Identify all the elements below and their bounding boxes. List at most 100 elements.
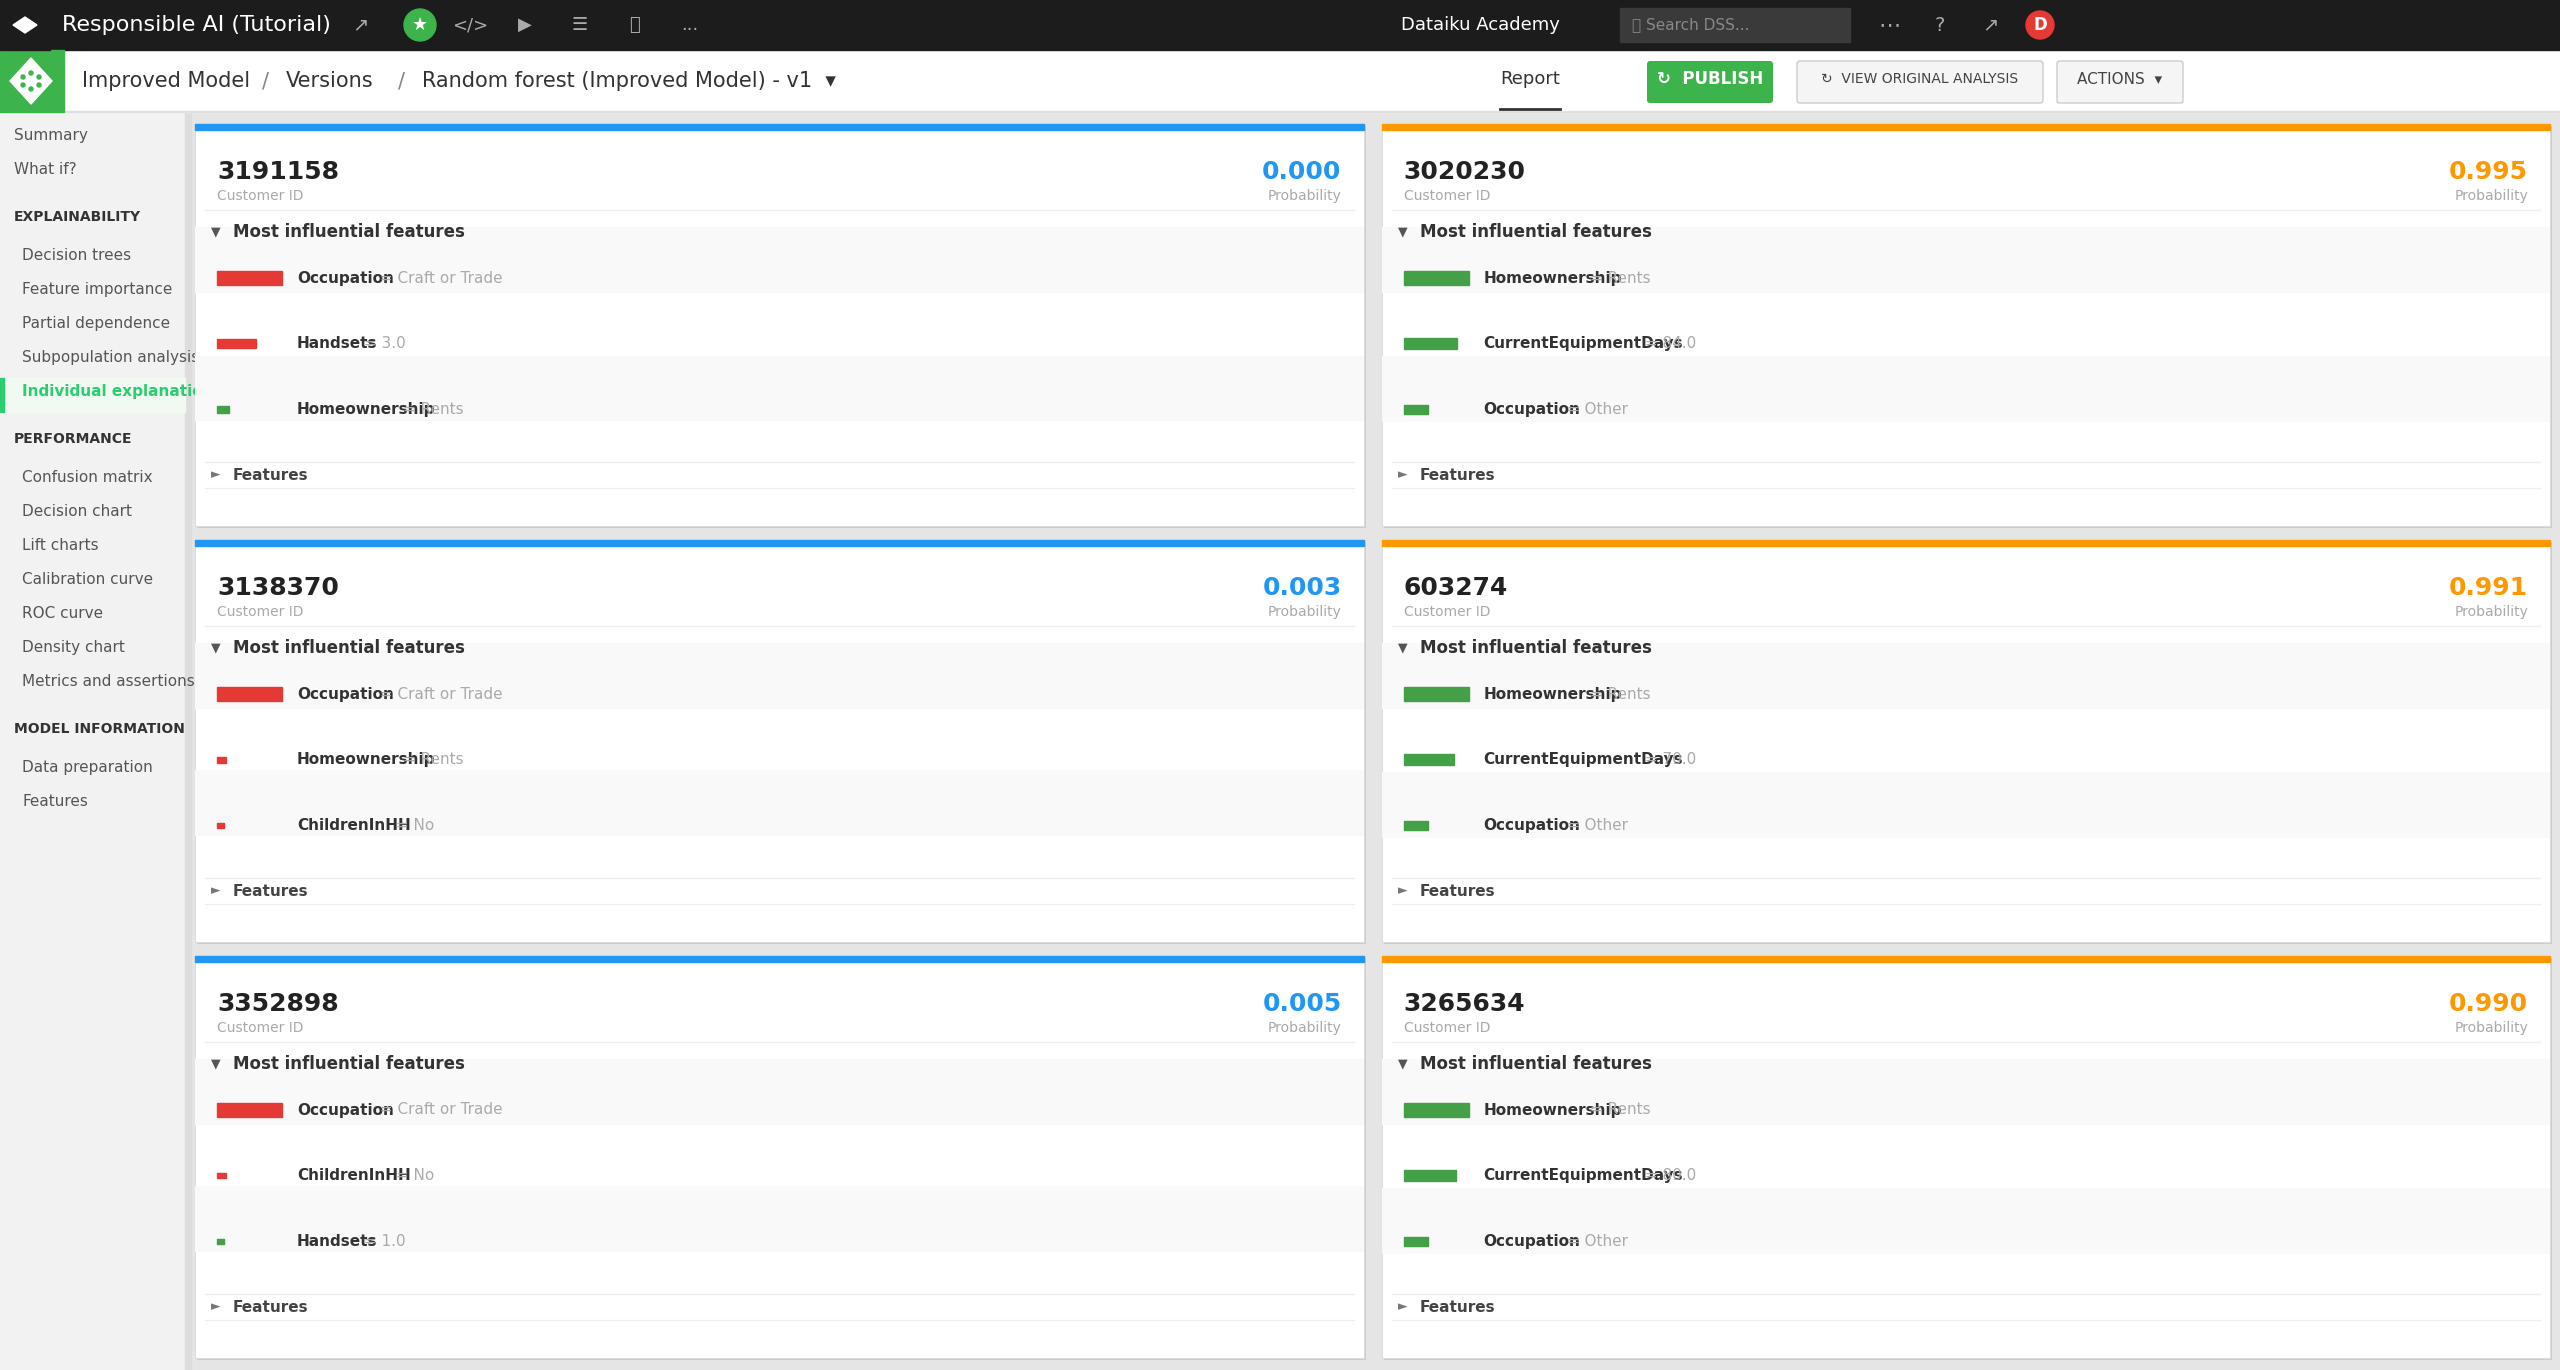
Text: = Rents: = Rents — [1585, 1103, 1651, 1118]
Bar — [1382, 773, 2550, 838]
Text: 0.991: 0.991 — [2450, 575, 2529, 600]
Bar — [0, 378, 184, 412]
Text: Density chart: Density chart — [23, 640, 125, 655]
Text: = Other: = Other — [1562, 818, 1628, 833]
Text: = Craft or Trade: = Craft or Trade — [374, 686, 502, 701]
Bar — [218, 756, 225, 763]
Text: Confusion matrix: Confusion matrix — [23, 470, 154, 485]
Text: Features: Features — [233, 884, 310, 899]
FancyBboxPatch shape — [1646, 62, 1774, 103]
Text: ↗: ↗ — [1981, 15, 1999, 34]
Text: Responsible AI (Tutorial): Responsible AI (Tutorial) — [61, 15, 330, 36]
Text: Homeownership: Homeownership — [1482, 1103, 1623, 1118]
Circle shape — [36, 75, 41, 79]
Text: Occupation: Occupation — [297, 1103, 394, 1118]
Bar — [1403, 1237, 1428, 1245]
Text: Lift charts: Lift charts — [23, 538, 100, 553]
Bar — [1382, 1059, 2550, 1125]
Text: ⋯: ⋯ — [1879, 15, 1902, 36]
Text: Individual explanations: Individual explanations — [23, 384, 223, 399]
Text: PERFORMANCE: PERFORMANCE — [13, 432, 133, 447]
Text: = No: = No — [392, 1169, 433, 1184]
Bar — [0, 0, 51, 49]
FancyBboxPatch shape — [2058, 62, 2184, 103]
Text: Customer ID: Customer ID — [218, 606, 305, 619]
Text: ►: ► — [1398, 469, 1408, 481]
Text: ROC curve: ROC curve — [23, 606, 102, 621]
Bar — [195, 125, 1364, 130]
Bar — [1382, 125, 2550, 526]
Text: ↗: ↗ — [351, 15, 369, 34]
Text: 0.000: 0.000 — [1262, 160, 1341, 184]
Text: Probability: Probability — [1267, 1021, 1341, 1034]
Text: Customer ID: Customer ID — [218, 1021, 305, 1034]
Text: ►: ► — [210, 469, 220, 481]
Text: ↻  VIEW ORIGINAL ANALYSIS: ↻ VIEW ORIGINAL ANALYSIS — [1820, 73, 2020, 86]
Bar — [195, 644, 1364, 710]
Bar — [184, 112, 192, 1370]
Bar — [218, 823, 225, 827]
Circle shape — [20, 84, 26, 88]
Circle shape — [28, 88, 33, 90]
Text: Features: Features — [233, 467, 310, 482]
Text: Improved Model: Improved Model — [82, 71, 251, 90]
Text: EXPLAINABILITY: EXPLAINABILITY — [13, 210, 141, 225]
Text: Features: Features — [1418, 1300, 1495, 1314]
Text: Feature importance: Feature importance — [23, 282, 172, 297]
Text: = Rents: = Rents — [399, 752, 463, 767]
Bar — [218, 1240, 223, 1244]
Bar — [0, 112, 184, 1370]
Bar — [195, 956, 1364, 1358]
Text: ▶: ▶ — [517, 16, 532, 34]
FancyBboxPatch shape — [1797, 62, 2043, 103]
Bar — [195, 125, 1364, 526]
Text: Homeownership: Homeownership — [1482, 686, 1623, 701]
Text: = 3.0: = 3.0 — [358, 336, 407, 351]
Text: = Rents: = Rents — [1585, 686, 1651, 701]
Bar — [1403, 821, 1428, 830]
Text: Occupation: Occupation — [1482, 818, 1580, 833]
Bar — [1403, 271, 1469, 285]
Text: CurrentEquipmentDays: CurrentEquipmentDays — [1482, 1169, 1682, 1184]
Bar — [195, 227, 1364, 293]
Bar — [218, 271, 282, 285]
Bar — [195, 1186, 1364, 1252]
Bar — [1403, 1170, 1457, 1181]
Bar — [1382, 956, 2550, 1358]
Text: ⎓: ⎓ — [630, 16, 640, 34]
Text: /: / — [397, 71, 404, 90]
Text: ►: ► — [1398, 1300, 1408, 1314]
Bar — [1382, 125, 2550, 130]
Text: 3265634: 3265634 — [1403, 992, 1526, 1017]
Bar — [195, 356, 1364, 422]
Text: 3020230: 3020230 — [1403, 160, 1526, 184]
Text: ►: ► — [1398, 885, 1408, 897]
Text: ?: ? — [1935, 15, 1946, 34]
Bar — [218, 340, 256, 348]
Text: = Rents: = Rents — [399, 401, 463, 416]
Text: ...: ... — [681, 16, 699, 34]
Text: = Other: = Other — [1562, 401, 1628, 416]
Text: ►: ► — [210, 885, 220, 897]
Text: Probability: Probability — [2455, 189, 2529, 203]
Text: CurrentEquipmentDays: CurrentEquipmentDays — [1482, 336, 1682, 351]
Text: ▼: ▼ — [1398, 226, 1408, 238]
Text: = 84.0: = 84.0 — [1638, 336, 1695, 351]
Bar — [1382, 540, 2550, 547]
Text: MODEL INFORMATION: MODEL INFORMATION — [13, 722, 184, 736]
Bar — [195, 770, 1364, 836]
Circle shape — [2025, 11, 2053, 38]
Text: 3138370: 3138370 — [218, 575, 338, 600]
Text: 0.990: 0.990 — [2450, 992, 2529, 1017]
Text: What if?: What if? — [13, 162, 77, 177]
Text: Versions: Versions — [287, 71, 374, 90]
Text: 3352898: 3352898 — [218, 992, 338, 1017]
Text: Metrics and assertions: Metrics and assertions — [23, 674, 195, 689]
Text: ChildrenInHH: ChildrenInHH — [297, 1169, 410, 1184]
Text: Customer ID: Customer ID — [1403, 189, 1490, 203]
Text: Probability: Probability — [2455, 606, 2529, 619]
Polygon shape — [13, 16, 36, 33]
Text: = Craft or Trade: = Craft or Trade — [374, 270, 502, 285]
Text: Occupation: Occupation — [297, 270, 394, 285]
Bar — [1382, 356, 2550, 422]
